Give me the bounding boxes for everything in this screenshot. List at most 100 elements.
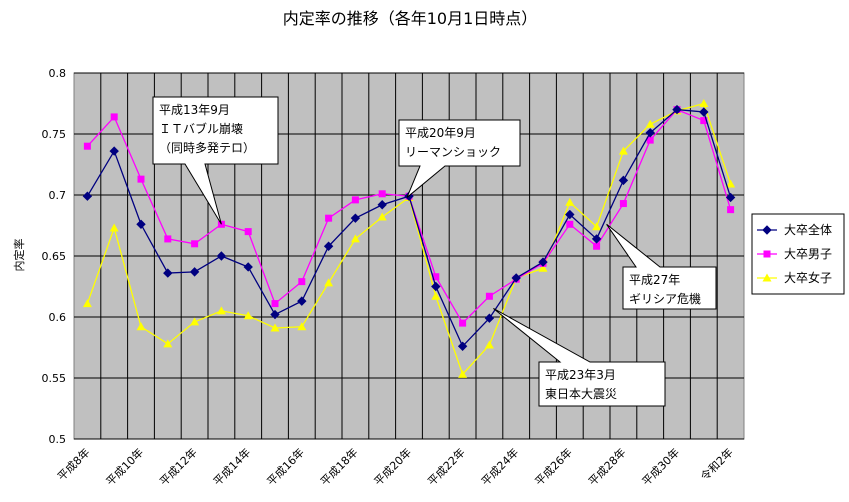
data-point-diamond [672,104,682,115]
callout-text: リーマンショック [405,145,501,159]
x-tick-label: 平成22年 [425,445,468,488]
callout-text: 平成13年9月 [159,103,230,117]
data-point-triangle [565,197,575,206]
data-point-diamond [699,107,709,117]
y-axis-label: 内定率 [12,239,26,272]
data-point-triangle [726,179,736,188]
data-point-triangle [762,273,772,282]
data-point-square [432,273,440,281]
x-tick-label: 平成24年 [478,445,521,488]
data-point-diamond [457,341,468,351]
chart-title: 内定率の推移（各年10月1日時点） [283,9,538,28]
data-point-diamond [136,219,146,229]
data-point-square [593,242,601,250]
x-tick-label: 平成30年 [639,445,682,488]
data-point-diamond [762,225,772,235]
data-point-triangle [350,234,360,243]
data-point-triangle [243,311,253,320]
data-point-diamond [82,191,93,201]
data-point-triangle [538,263,548,272]
data-point-square [378,190,386,198]
data-point-diamond [189,267,200,277]
data-point-diamond [377,200,387,210]
data-point-triangle [645,119,655,128]
data-point-diamond [591,234,602,244]
data-point-diamond [216,251,227,261]
legend-label: 大卒全体 [784,222,832,237]
data-point-triangle [270,323,280,332]
callout-box [398,119,521,198]
data-point-square [351,196,359,204]
x-tick-label: 平成10年 [103,445,146,488]
data-point-triangle [136,322,146,331]
callout-box [606,223,717,310]
callout-text: （同時多発テロ） [159,141,255,155]
callout-text: ギリシア危機 [629,291,701,306]
x-tick-label: 平成12年 [157,445,200,488]
data-point-square [700,117,708,125]
data-point-triangle [458,369,468,378]
data-point-square [763,250,771,258]
data-point-square [83,142,91,150]
data-point-triangle [618,146,628,155]
data-point-square [325,214,333,222]
data-point-square [459,319,467,327]
data-point-triangle [324,278,334,287]
data-point-triangle [377,212,387,221]
data-point-diamond [511,273,521,283]
x-tick-label: 平成14年 [210,445,253,488]
y-tick-label: 0.55 [42,372,67,385]
data-point-diamond [538,257,548,267]
data-point-triangle [163,339,173,348]
data-point-diamond [350,213,361,223]
data-point-diamond [431,281,441,292]
data-point-square [244,228,252,236]
callout-text: ＩＴバブル崩壊 [159,121,243,136]
data-point-diamond [109,146,119,156]
legend-label: 大卒男子 [784,247,832,261]
data-point-diamond [618,175,629,186]
x-tick-label: 平成16年 [264,445,307,488]
data-point-square [566,220,574,228]
data-point-square [727,206,735,214]
legend-item-3: 大卒女子 [757,270,832,285]
data-point-diamond [484,313,495,323]
data-point-diamond [297,296,307,306]
callout-1: 平成13年9月 ＩＴバブル崩壊 （同時多発テロ） [152,96,279,225]
data-point-square [164,235,172,243]
y-tick-label: 0.65 [42,250,67,263]
y-tick-label: 0.75 [42,128,67,141]
data-point-square [485,292,493,300]
data-point-triangle [190,317,200,326]
data-point-diamond [323,241,334,251]
data-point-diamond [645,128,655,138]
callout-text: 平成20年9月 [405,126,476,140]
y-tick-label: 0.7 [49,189,67,202]
data-point-square [271,300,279,308]
x-tick-label: 平成26年 [532,445,575,488]
data-point-square [646,136,654,144]
x-tick-label: 平成28年 [585,445,628,488]
data-point-triangle [109,223,119,232]
callout-box [493,308,666,407]
data-point-square [110,113,118,121]
data-point-triangle [592,222,602,231]
legend-item-2: 大卒男子 [757,247,832,261]
data-point-square [137,175,145,183]
data-point-triangle [297,322,307,331]
data-point-diamond [243,262,253,272]
y-tick-label: 0.8 [49,67,67,80]
data-point-triangle [431,291,441,300]
x-tick-label: 平成8年 [54,445,92,483]
x-tick-label: 令和2年 [698,445,736,483]
legend-label: 大卒女子 [784,270,832,285]
data-point-triangle [216,306,226,315]
x-tick-label: 平成20年 [371,445,414,488]
y-tick-label: 0.6 [49,311,67,324]
data-point-diamond [565,209,575,220]
data-point-diamond [163,268,173,278]
